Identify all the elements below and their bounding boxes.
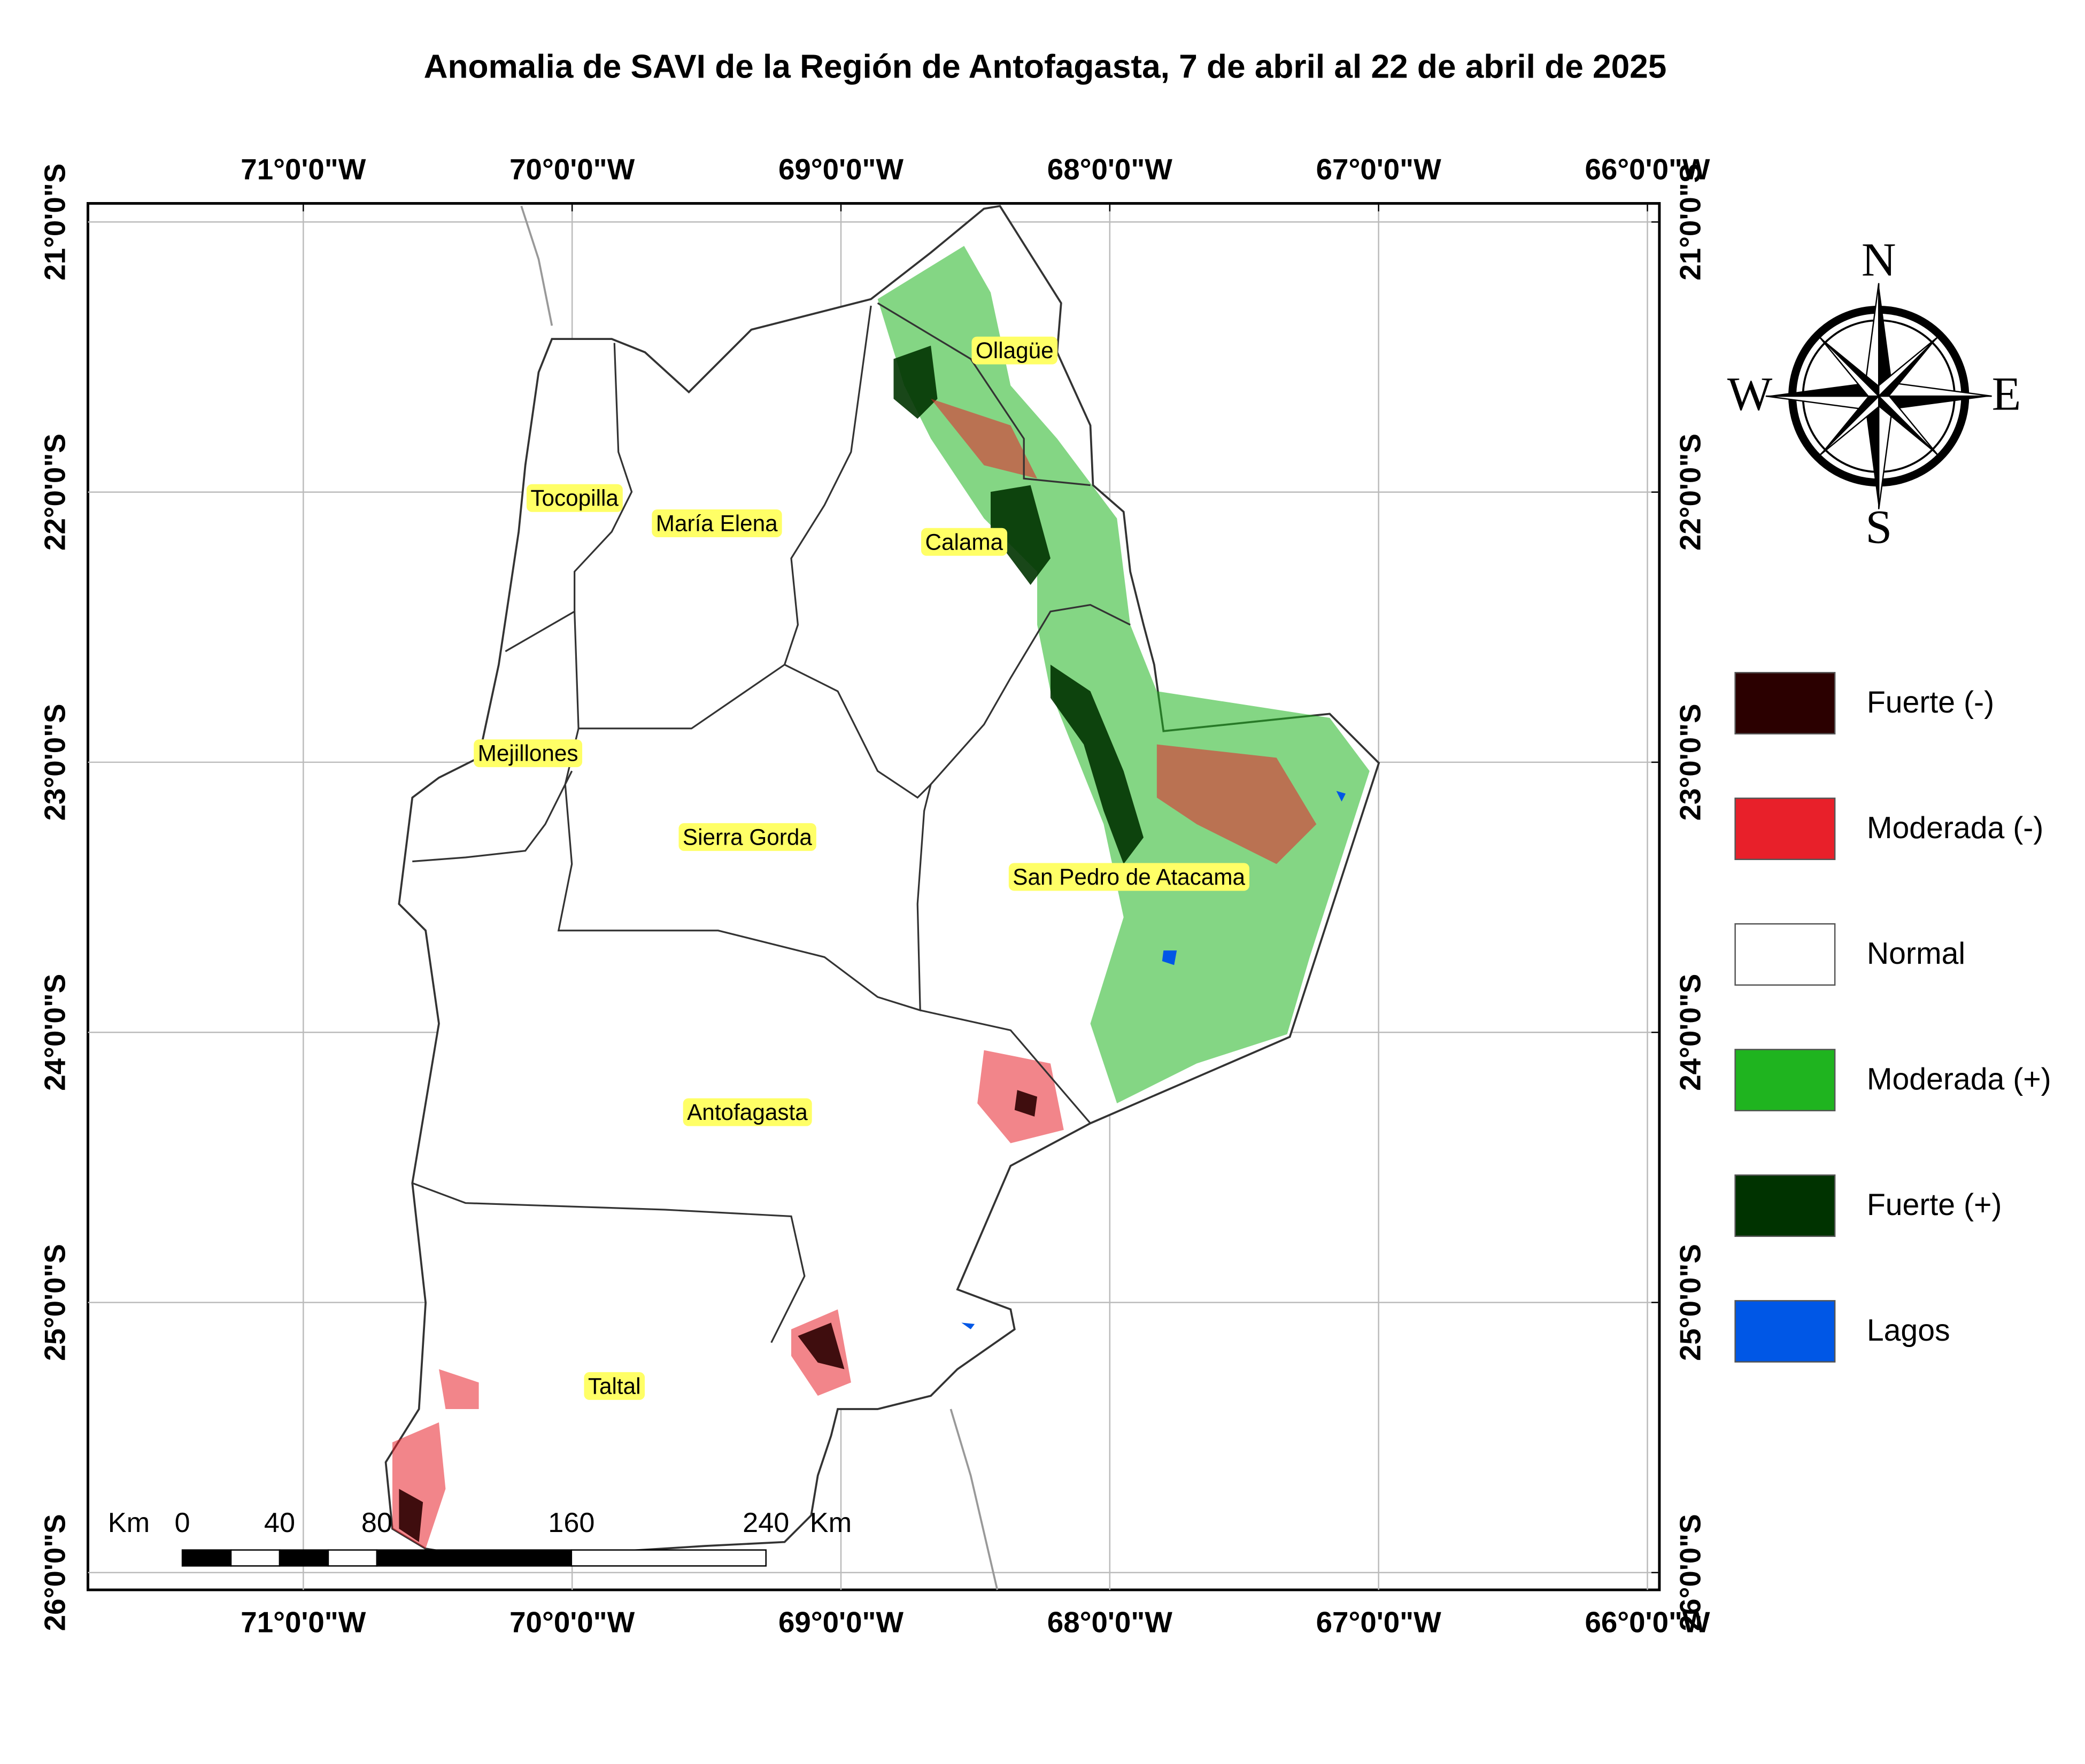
lon-label-top: 68°0'0"W bbox=[1047, 152, 1172, 185]
legend-swatch bbox=[1734, 1049, 1836, 1111]
lon-label-bottom: 70°0'0"W bbox=[509, 1605, 635, 1638]
legend-label: Lagos bbox=[1867, 1313, 1950, 1348]
place-label-bg bbox=[678, 823, 816, 851]
border-line bbox=[520, 205, 999, 1590]
compass-north: N bbox=[1862, 233, 1896, 286]
legend: Fuerte (-) Moderada (-) Normal Moderada (+)… bbox=[1734, 672, 2051, 1363]
lat-label-left: 24°0'0"S bbox=[38, 974, 72, 1091]
scale-segment bbox=[279, 1549, 329, 1567]
commune-boundary bbox=[920, 1009, 1091, 1124]
lat-label-right: 21°0'0"S bbox=[1674, 164, 1707, 281]
legend-label: Normal bbox=[1867, 937, 1965, 971]
legend-swatch bbox=[1734, 1300, 1836, 1363]
scale-segment bbox=[181, 1549, 232, 1567]
commune-boundary bbox=[412, 1182, 806, 1343]
place-label-bg bbox=[921, 528, 1008, 556]
lat-label-right: 24°0'0"S bbox=[1674, 974, 1707, 1091]
place-label: Tocopilla bbox=[530, 485, 619, 510]
compass-star bbox=[1818, 336, 1940, 457]
lon-label-bottom: 68°0'0"W bbox=[1047, 1605, 1172, 1638]
legend-label: Fuerte (-) bbox=[1867, 685, 1994, 719]
scale-segment bbox=[230, 1549, 281, 1567]
scale-unit: Km bbox=[108, 1507, 150, 1538]
commune-boundary bbox=[784, 604, 1131, 799]
legend-label: Moderada (-) bbox=[1867, 811, 2044, 845]
lon-label-top: 70°0'0"W bbox=[509, 152, 635, 185]
lon-label-top: 67°0'0"W bbox=[1316, 152, 1441, 185]
place-label-bg bbox=[1008, 863, 1249, 891]
place-label-bg bbox=[474, 739, 583, 768]
place-labels: Ollagüe Tocopilla María Elena Calama Mejillo… bbox=[474, 336, 1249, 1400]
place-label: Calama bbox=[925, 529, 1003, 554]
compass-south: S bbox=[1865, 500, 1892, 553]
lat-label-left: 25°0'0"S bbox=[38, 1244, 72, 1361]
scale-segment bbox=[327, 1549, 378, 1567]
lon-label-top: 66°0'0"W bbox=[1585, 152, 1710, 185]
lat-label-right: 26°0'0"S bbox=[1674, 1514, 1707, 1631]
legend-swatch bbox=[1734, 923, 1836, 986]
scale-tick-label: 240 bbox=[743, 1507, 789, 1538]
scale-tick-label: 160 bbox=[548, 1507, 594, 1538]
commune-boundary bbox=[557, 728, 932, 1012]
place-label: Taltal bbox=[588, 1373, 641, 1398]
commune-boundary bbox=[412, 770, 573, 863]
map-title: Anomalia de SAVI de la Región de Antofag… bbox=[424, 49, 1667, 86]
place-label: Antofagasta bbox=[687, 1100, 808, 1125]
compass-west: W bbox=[1727, 368, 1773, 421]
place-label-bg bbox=[584, 1372, 645, 1400]
place-label-bg bbox=[526, 484, 623, 512]
lon-label-bottom: 69°0'0"W bbox=[778, 1605, 904, 1638]
commune-boundary bbox=[877, 302, 1091, 486]
scale-segment bbox=[570, 1549, 767, 1567]
commune-boundary bbox=[574, 305, 872, 730]
legend-label: Fuerte (+) bbox=[1867, 1188, 2002, 1222]
lon-label-top: 69°0'0"W bbox=[778, 152, 904, 185]
legend-swatch bbox=[1734, 672, 1836, 734]
lon-label-top: 71°0'0"W bbox=[241, 152, 366, 185]
lon-label-bottom: 71°0'0"W bbox=[241, 1605, 366, 1638]
region-outline bbox=[384, 205, 1380, 1557]
scale-tick-label: 80 bbox=[361, 1507, 392, 1538]
lat-label-right: 22°0'0"S bbox=[1674, 434, 1707, 551]
place-label: San Pedro de Atacama bbox=[1013, 864, 1245, 889]
place-label: María Elena bbox=[656, 510, 778, 536]
compass-rose: N S E W bbox=[1727, 233, 2021, 553]
vegetation-patch bbox=[893, 345, 1144, 864]
lon-label-bottom: 66°0'0"W bbox=[1585, 1605, 1710, 1638]
legend-swatch bbox=[1734, 798, 1836, 860]
compass-east: E bbox=[1992, 368, 2021, 421]
lat-label-left: 22°0'0"S bbox=[38, 434, 72, 551]
place-label: Mejillones bbox=[478, 741, 578, 766]
legend-swatch bbox=[1734, 1174, 1836, 1237]
scale-bar: Km 0 40 80 160 240 Km bbox=[108, 1507, 852, 1567]
place-label-bg bbox=[652, 509, 782, 537]
scale-segment bbox=[376, 1549, 573, 1567]
scale-tick-label: 0 bbox=[175, 1507, 190, 1538]
scale-unit: Km bbox=[810, 1507, 852, 1538]
lat-label-left: 23°0'0"S bbox=[38, 703, 72, 821]
place-label: Sierra Gorda bbox=[683, 824, 812, 849]
scale-tick-label: 40 bbox=[264, 1507, 295, 1538]
lat-label-left: 26°0'0"S bbox=[38, 1514, 72, 1631]
place-label-bg bbox=[971, 336, 1058, 365]
place-label: Ollagüe bbox=[976, 338, 1054, 363]
lat-label-right: 23°0'0"S bbox=[1674, 703, 1707, 821]
place-label-bg bbox=[683, 1098, 812, 1126]
lat-label-left: 21°0'0"S bbox=[38, 164, 72, 281]
lat-label-right: 25°0'0"S bbox=[1674, 1244, 1707, 1361]
lon-label-bottom: 67°0'0"W bbox=[1316, 1605, 1441, 1638]
legend-label: Moderada (+) bbox=[1867, 1062, 2051, 1096]
